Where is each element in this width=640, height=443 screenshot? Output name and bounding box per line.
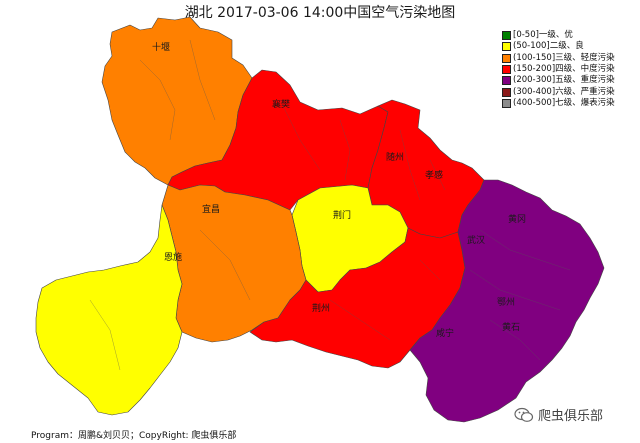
watermark-text: 爬虫俱乐部: [538, 409, 604, 424]
label-jingmen: 荆门: [333, 209, 351, 221]
legend-item-5: (200-300]五级、重度污染: [502, 75, 615, 86]
watermark: 爬虫俱乐部: [514, 405, 603, 424]
label-jingzhou: 荆州: [312, 302, 330, 314]
label-yichang: 宜昌: [202, 203, 220, 215]
label-huanggang: 黄冈: [508, 213, 526, 225]
legend-item-1: [0-50]一级、优: [502, 30, 615, 41]
legend-label-7: (400-500]七级、爆表污染: [513, 97, 615, 108]
legend-swatch-3: [502, 53, 511, 63]
map-title: 湖北 2017-03-06 14:00中国空气污染地图: [184, 5, 456, 21]
legend-item-2: (50-100]二级、良: [502, 41, 615, 52]
label-xiangyang: 襄樊: [272, 98, 290, 110]
legend-label-3: (100-150]三级、轻度污染: [513, 52, 615, 63]
legend-swatch-1: [502, 31, 511, 41]
legend-item-7: (400-500]七级、爆表污染: [502, 98, 615, 109]
label-wuhan: 武汉: [467, 234, 485, 246]
legend-label-5: (200-300]五级、重度污染: [513, 75, 615, 86]
legend-label-2: (50-100]二级、良: [513, 41, 584, 52]
credit-text: Program：周鹏&刘贝贝；CopyRight: 爬虫俱乐部: [31, 431, 237, 441]
legend-swatch-4: [502, 65, 511, 75]
label-enshi: 恩施: [164, 251, 182, 263]
legend-label-6: (300-400]六级、严重污染: [513, 86, 615, 97]
label-ezhou: 鄂州: [497, 297, 515, 308]
legend-item-6: (300-400]六级、严重污染: [502, 86, 615, 97]
label-suizhou: 随州: [386, 151, 404, 163]
label-xianning: 咸宁: [436, 327, 454, 339]
legend-swatch-7: [502, 98, 511, 108]
legend-label-4: (150-200]四级、中度污染: [513, 64, 615, 75]
label-shiyan: 十堰: [152, 41, 170, 53]
label-xiaogan: 孝感: [425, 169, 443, 181]
region-enshi[interactable]: [35, 204, 183, 416]
label-huangshi: 黄石: [502, 321, 520, 333]
legend-swatch-2: [502, 42, 511, 52]
legend-item-4: (150-200]四级、中度污染: [502, 64, 615, 75]
legend-label-1: [0-50]一级、优: [513, 30, 573, 41]
legend-item-3: (100-150]三级、轻度污染: [502, 53, 615, 64]
wechat-icon: [514, 407, 534, 422]
region-huanggang-wuhan[interactable]: [409, 179, 605, 423]
legend: [0-50]一级、优 (50-100]二级、良 (100-150]三级、轻度污染…: [502, 30, 615, 109]
legend-swatch-5: [502, 76, 511, 86]
legend-swatch-6: [502, 87, 511, 97]
